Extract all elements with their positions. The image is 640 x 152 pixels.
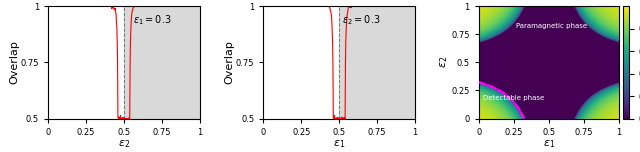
Bar	[124, 6, 200, 119]
X-axis label: $\epsilon_2$: $\epsilon_2$	[118, 138, 130, 150]
Y-axis label: Overlap: Overlap	[225, 40, 234, 84]
X-axis label: $\epsilon_1$: $\epsilon_1$	[333, 138, 346, 150]
Text: Detectable phase: Detectable phase	[483, 95, 545, 101]
Text: $\epsilon_2=0.3$: $\epsilon_2=0.3$	[342, 13, 381, 27]
Bar	[339, 6, 415, 119]
Text: Paramagnetic phase: Paramagnetic phase	[516, 23, 587, 29]
Text: $\epsilon_1=0.3$: $\epsilon_1=0.3$	[133, 13, 172, 27]
Y-axis label: Overlap: Overlap	[9, 40, 19, 84]
Y-axis label: $\epsilon_2$: $\epsilon_2$	[438, 56, 450, 68]
X-axis label: $\epsilon_1$: $\epsilon_1$	[543, 138, 555, 150]
